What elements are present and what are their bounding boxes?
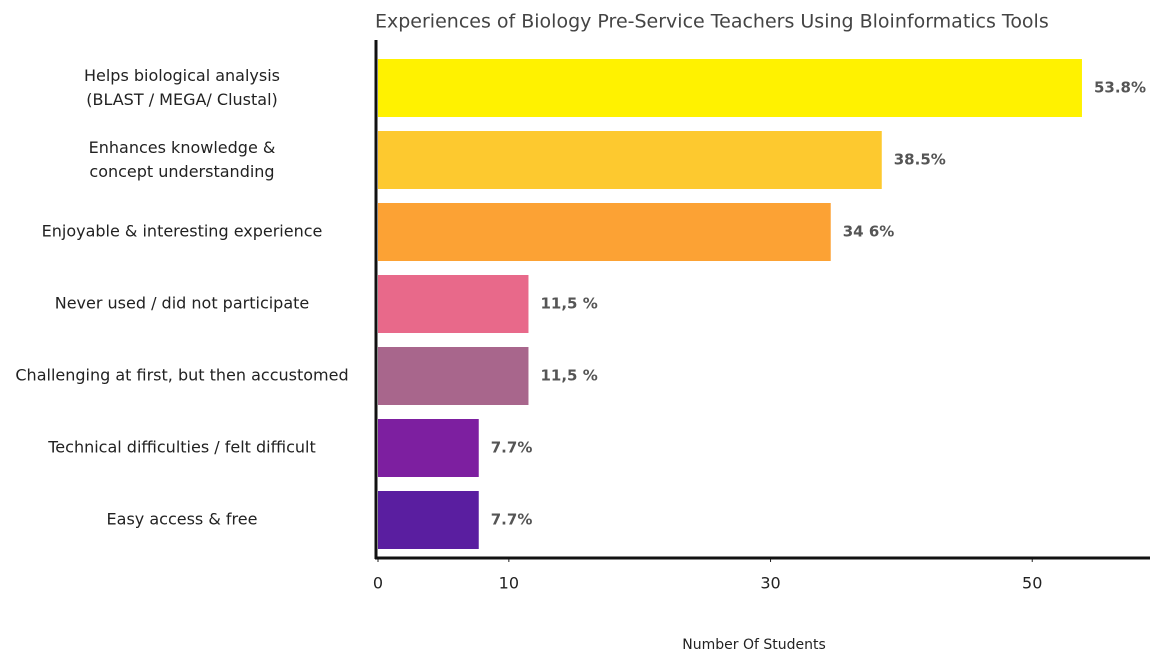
bar — [378, 203, 831, 261]
y-tick-label: Helps biological analysis (BLAST / MEGA/ … — [84, 66, 280, 109]
bar — [378, 491, 479, 549]
y-tick-label: Easy access & free — [107, 510, 258, 529]
y-tick-label: Enjoyable & interesting experience — [42, 222, 323, 241]
data-label: 7.7% — [491, 511, 533, 529]
x-tick-label: 30 — [760, 574, 780, 593]
bar — [378, 275, 529, 333]
data-label: 11,5 % — [540, 295, 597, 313]
bar — [378, 59, 1082, 117]
data-label: 11,5 % — [540, 367, 597, 385]
x-axis-title: Number Of Students — [682, 637, 826, 653]
x-tick-label: 10 — [499, 574, 519, 593]
bar — [378, 347, 529, 405]
data-label: 53.8% — [1094, 79, 1146, 97]
y-tick-label: Technical difficulties / felt difficult — [47, 438, 315, 457]
data-label: 34 6% — [843, 223, 895, 241]
chart-title: Experiences of Biology Pre-Service Teach… — [375, 11, 1049, 33]
y-tick-label: Enhances knowledge & concept understandin… — [89, 138, 276, 181]
data-label: 38.5% — [894, 151, 946, 169]
x-tick-label: 0 — [373, 574, 383, 593]
data-label: 7.7% — [491, 439, 533, 457]
y-tick-label: Never used / did not participate — [55, 294, 310, 313]
bar — [378, 131, 882, 189]
bar — [378, 419, 479, 477]
y-tick-label: Challenging at first, but then accustome… — [15, 366, 348, 385]
x-tick-label: 50 — [1022, 574, 1042, 593]
